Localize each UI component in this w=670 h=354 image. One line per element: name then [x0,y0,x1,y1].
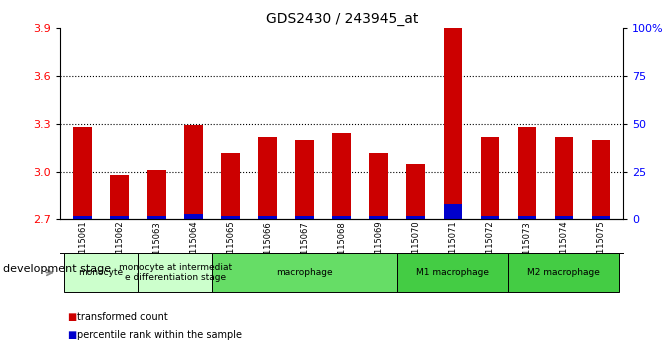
Bar [517,127,536,219]
Bar [221,153,240,219]
Bar [444,204,462,219]
Bar [73,127,92,219]
Bar [259,216,277,219]
Bar [295,216,314,219]
Bar [480,137,499,219]
Bar [592,140,610,219]
Bar [592,216,610,219]
Bar [295,140,314,219]
Text: ■: ■ [67,312,76,322]
Bar [184,214,203,219]
Bar [221,216,240,219]
Text: macrophage: macrophage [276,268,333,277]
Bar [407,164,425,219]
Bar [517,216,536,219]
Bar [555,137,573,219]
Text: monocyte: monocyte [78,268,123,277]
Text: development stage: development stage [3,264,111,274]
Bar [407,216,425,219]
Text: M2 macrophage: M2 macrophage [527,268,600,277]
Bar [147,170,166,219]
Bar [480,216,499,219]
Bar [332,133,351,219]
Text: transformed count: transformed count [77,312,168,322]
Bar [555,216,573,219]
Bar [332,216,351,219]
Bar [111,216,129,219]
Bar [369,216,388,219]
Bar [111,175,129,219]
Bar [184,126,203,219]
Bar [259,137,277,219]
Text: M1 macrophage: M1 macrophage [416,268,489,277]
Bar [369,153,388,219]
Text: ■: ■ [67,330,76,339]
Bar [444,28,462,219]
Text: percentile rank within the sample: percentile rank within the sample [77,330,242,339]
Bar [73,216,92,219]
Title: GDS2430 / 243945_at: GDS2430 / 243945_at [265,12,418,26]
Bar [147,216,166,219]
Text: monocyte at intermediat
e differentiation stage: monocyte at intermediat e differentiatio… [119,263,232,282]
